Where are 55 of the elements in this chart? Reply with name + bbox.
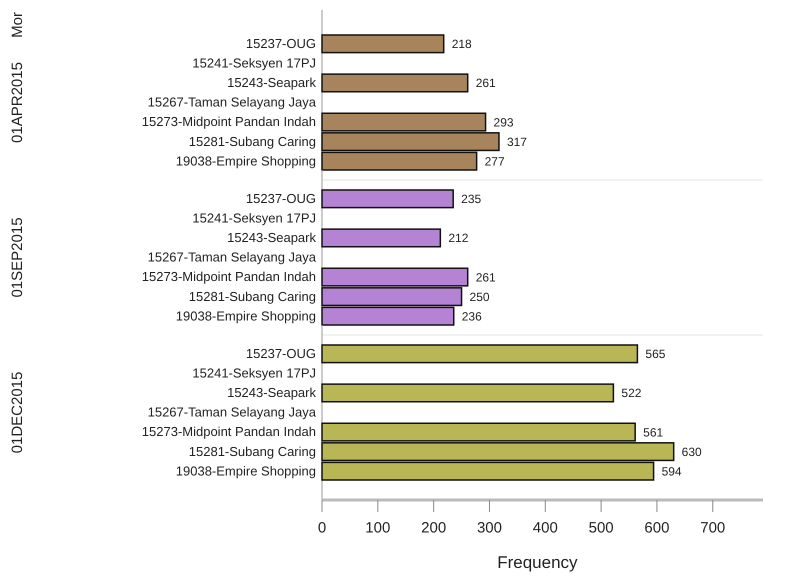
data-label: 261 [476,270,496,284]
data-label: 594 [662,464,682,478]
bar [321,383,614,402]
bar [321,344,638,364]
y-tick-label: 15267-Taman Selayang Jaya [148,404,317,420]
x-tick-label: 300 [476,520,502,537]
y-tick-label: 15267-Taman Selayang Jaya [148,94,317,110]
y-tick-label: 15237-OUG [246,190,316,206]
x-axis-title: Frequency [497,553,578,572]
x-tick-label: 400 [532,520,558,537]
y-tick-label: 19038-Empire Shopping [176,463,316,478]
y-tick-label: 15273-Midpoint Pandan Indah [142,114,316,130]
y-tick-label: 15273-Midpoint Pandan Indah [142,424,316,440]
x-tick-label: 600 [644,520,670,537]
bar [321,189,454,208]
bar [321,228,442,248]
data-label: 235 [461,192,482,206]
x-tick-label: 500 [588,520,614,537]
data-label: 218 [452,37,472,52]
data-label: 250 [470,290,490,304]
y-axis-title: 01SEP2015 [9,217,26,298]
x-tick-label: 0 [318,520,326,537]
y-tick-label: 15241-Seksyen 17PJ [192,366,316,381]
data-label: 561 [643,425,664,440]
y-tick-label: 15243-Seapark [227,230,316,246]
data-label: 236 [462,309,482,324]
data-label: 212 [448,231,469,246]
y-tick-label: 15281-Subang Caring [188,288,316,304]
data-label: 522 [621,386,642,400]
data-label: 565 [645,347,666,362]
bar [321,34,444,54]
y-tick-label: 15243-Seapark [227,385,316,400]
x-tick-label: 200 [421,520,446,537]
y-tick-label: 15241-Seksyen 17PJ [192,210,316,226]
y-tick-label: 15237-OUG [246,346,316,361]
y-tick-label: 15273-Midpoint Pandan Indah [142,269,316,284]
bar [321,73,468,92]
y-tick-label: 19038-Empire Shopping [176,308,316,324]
text: Mor [9,12,26,38]
y-axis-title: 01APR2015 [9,62,26,143]
data-label: 261 [476,76,496,90]
y-tick-label: 15243-Seapark [227,75,316,90]
x-tick-label: 100 [365,520,390,537]
data-label: 293 [494,115,514,130]
data-label: 630 [682,444,702,459]
y-tick-label: 15241-Seksyen 17PJ [192,56,316,71]
x-tick-label: 700 [700,520,726,537]
y-tick-label: 15267-Taman Selayang Jaya [148,250,317,265]
data-label: 317 [506,134,528,149]
y-tick-label: 15237-OUG [246,36,316,51]
y-axis-title: 01DEC2015 [9,372,26,454]
y-tick-label: 19038-Empire Shopping [176,153,316,168]
data-label: 277 [484,154,505,168]
y-tick-label: 15281-Subang Caring [188,444,316,459]
y-tick-label: 15281-Subang Caring [188,134,316,149]
